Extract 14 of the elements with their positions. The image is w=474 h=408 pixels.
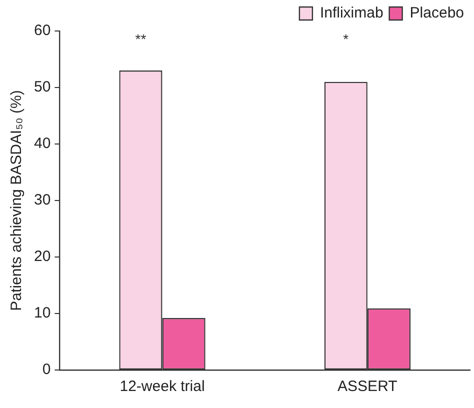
y-tick-label: 20 — [34, 248, 51, 266]
annotation: ** — [135, 30, 147, 47]
y-tick-label: 60 — [34, 22, 51, 40]
y-axis-title: Patients achieving BASDAI₅₀ (%) — [8, 90, 26, 311]
legend-label: Placebo — [410, 4, 464, 22]
y-tick-label: 10 — [34, 304, 51, 322]
x-tick-label: 12-week trial — [120, 378, 205, 396]
y-tick-label: 40 — [34, 135, 51, 152]
x-tick-label: ASSERT — [338, 378, 398, 396]
y-tick-label: 50 — [34, 78, 51, 96]
legend-label: Infliximab — [320, 4, 384, 22]
annotation: * — [343, 30, 350, 47]
y-tick-label: 30 — [34, 192, 51, 209]
y-tick-label: 0 — [42, 361, 51, 378]
